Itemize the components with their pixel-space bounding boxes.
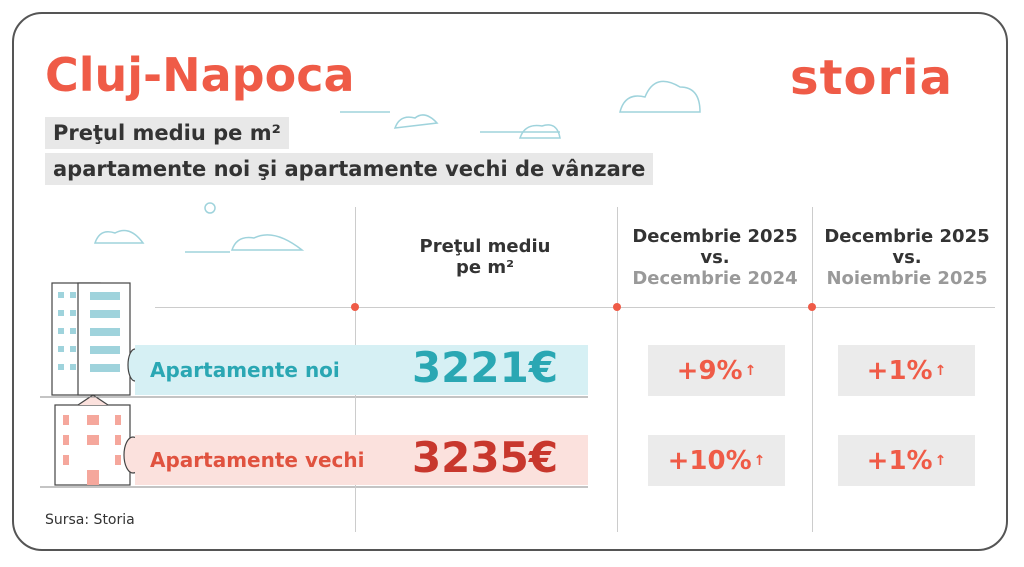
row-band bbox=[135, 435, 588, 485]
change: +9% bbox=[676, 355, 743, 386]
header-line: Decembrie 2025 bbox=[824, 226, 990, 247]
divider bbox=[155, 307, 995, 308]
source: Sursa: Storia bbox=[45, 512, 135, 528]
header-line: vs. bbox=[700, 247, 730, 268]
change-box: +9% ↑ bbox=[648, 345, 785, 396]
column-header: Preţul mediu pe m² bbox=[385, 236, 585, 278]
row-label: Apartamente noi bbox=[150, 358, 340, 382]
title: Cluj-Napoca bbox=[45, 48, 355, 102]
header-line: pe m² bbox=[456, 257, 514, 278]
divider bbox=[617, 207, 618, 532]
row-band bbox=[135, 345, 588, 395]
column-header: Decembrie 2025 vs. Noiembrie 2025 bbox=[817, 226, 997, 289]
header-line: Decembrie 2025 bbox=[632, 226, 798, 247]
header-line: Noiembrie 2025 bbox=[826, 268, 988, 289]
row-label: Apartamente vechi bbox=[150, 448, 365, 472]
column-header: Decembrie 2025 vs. Decembrie 2024 bbox=[625, 226, 805, 289]
subtitle: Preţul mediu pe m² bbox=[45, 117, 289, 149]
logo: storia bbox=[790, 50, 954, 106]
header-line: Decembrie 2024 bbox=[632, 268, 798, 289]
change-box: +1% ↑ bbox=[838, 435, 975, 486]
up-arrow: ↑ bbox=[753, 452, 766, 469]
price: 3221€ bbox=[411, 343, 559, 392]
up-arrow: ↑ bbox=[934, 362, 947, 379]
divider bbox=[812, 207, 813, 532]
change: +10% bbox=[667, 445, 752, 476]
header-line: vs. bbox=[892, 247, 922, 268]
change: +1% bbox=[866, 355, 933, 386]
subtitle: apartamente noi şi apartamente vechi de … bbox=[45, 153, 654, 185]
header-line: Preţul mediu bbox=[419, 236, 551, 257]
dot bbox=[351, 303, 359, 311]
change: +1% bbox=[866, 445, 933, 476]
price: 3235€ bbox=[411, 433, 559, 482]
up-arrow: ↑ bbox=[934, 452, 947, 469]
dot bbox=[613, 303, 621, 311]
change-box: +10% ↑ bbox=[648, 435, 785, 486]
dot bbox=[808, 303, 816, 311]
card bbox=[12, 12, 1008, 551]
change-box: +1% ↑ bbox=[838, 345, 975, 396]
up-arrow: ↑ bbox=[744, 362, 757, 379]
